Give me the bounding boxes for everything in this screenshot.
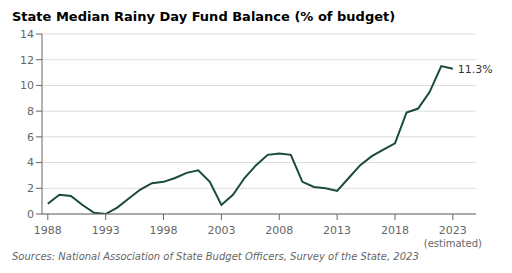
svg-text:1993: 1993 (92, 224, 120, 237)
html-text:Sources: National Association: Sources: National Association of State B… (12, 251, 419, 262)
svg-text:0: 0 (27, 208, 34, 221)
svg-text:11.3%: 11.3% (458, 63, 493, 76)
svg-text:8: 8 (27, 105, 34, 118)
svg-text:1988: 1988 (34, 224, 62, 237)
svg-text:10: 10 (20, 79, 34, 92)
html-text:State Median Rainy Day Fund Ba: State Median Rainy Day Fund Balance (% o… (12, 9, 396, 24)
svg-text:14: 14 (20, 28, 34, 41)
svg-text:2023: 2023 (439, 224, 467, 237)
svg-text:4: 4 (27, 156, 34, 169)
svg-text:2013: 2013 (323, 224, 351, 237)
svg-text:2: 2 (27, 182, 34, 195)
svg-text:2018: 2018 (381, 224, 409, 237)
svg-text:2003: 2003 (207, 224, 235, 237)
svg-text:6: 6 (27, 131, 34, 144)
svg-text:2008: 2008 (265, 224, 293, 237)
svg-text:1998: 1998 (150, 224, 178, 237)
svg-text:(estimated): (estimated) (424, 238, 482, 249)
svg-text:12: 12 (20, 54, 34, 67)
